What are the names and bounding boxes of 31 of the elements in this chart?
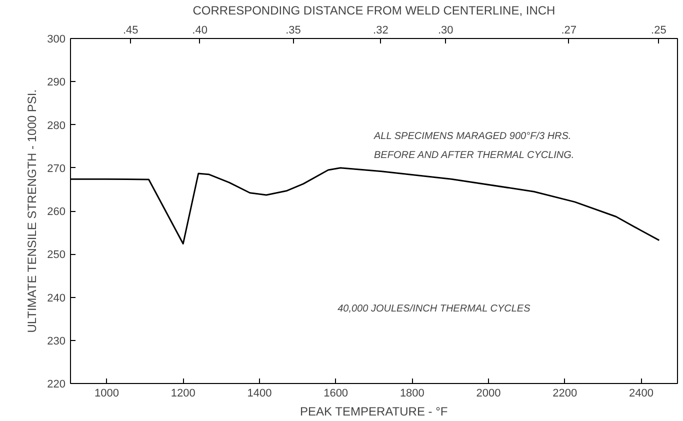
text: .40 — [192, 24, 208, 36]
y-tick-label: 250 — [47, 249, 66, 262]
y-tick-label: 260 — [47, 206, 66, 218]
y-tick-label: 230 — [47, 335, 66, 348]
y-axis-title: ULTIMATE TENSILE STRENGTH - 1000 PSI. — [25, 89, 40, 333]
x-tick-label: 1800 — [400, 388, 424, 400]
annotation: 40,000 JOULES/INCH THERMAL CYCLES — [338, 304, 531, 314]
y-tick-label: 240 — [47, 292, 66, 304]
text: .35 — [286, 24, 301, 36]
x-tick-label: 2000 — [476, 388, 501, 400]
annotation: BEFORE AND AFTER THERMAL CYCLING. — [374, 150, 574, 161]
x-axis-title: PEAK TEMPERATURE - °F — [300, 404, 448, 418]
x-tick-label: 2400 — [628, 388, 654, 400]
text: .27 — [561, 24, 576, 36]
line-series — [70, 167, 660, 245]
x2-axis-title: CORRESPONDING DISTANCE FROM WELD CENTERLINE, INCH — [192, 4, 556, 18]
y-tick-label: 300 — [47, 34, 66, 46]
text: .45 — [122, 24, 138, 36]
y-tick-label: 220 — [47, 378, 66, 390]
y-tick-label: 280 — [47, 120, 66, 132]
x-tick-label: 1400 — [247, 388, 272, 400]
x-tick-label: 2200 — [552, 388, 578, 400]
text: .30 — [438, 24, 454, 36]
text: .25 — [651, 24, 666, 36]
text: .32 — [373, 24, 388, 36]
y-tick-label: 290 — [47, 76, 66, 89]
x-tick-label: 1200 — [170, 388, 196, 400]
annotation: ALL SPECIMENS MARAGED 900°F/3 HRS. — [373, 131, 572, 142]
x-tick-label: 1000 — [94, 388, 120, 400]
x-tick-label: 1600 — [324, 388, 348, 400]
y-tick-label: 270 — [47, 162, 66, 175]
